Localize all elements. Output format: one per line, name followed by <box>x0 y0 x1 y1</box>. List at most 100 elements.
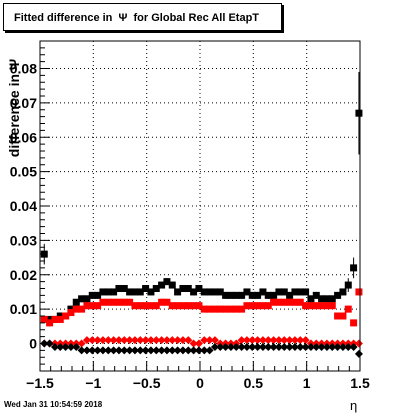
data-point-square <box>302 302 310 310</box>
data-point-square <box>200 288 208 296</box>
data-point-square <box>216 305 224 313</box>
data-point-diamond <box>301 342 310 351</box>
data-point-square <box>46 319 54 327</box>
x-tick-label: 1 <box>303 375 311 391</box>
data-point-diamond <box>248 336 257 345</box>
x-tick-label: −1 <box>85 375 101 391</box>
data-point-square <box>56 315 64 323</box>
data-point-diamond <box>354 349 363 358</box>
data-point-square <box>206 305 214 313</box>
data-point-square <box>254 291 262 299</box>
data-point-diamond <box>285 336 294 345</box>
data-point-square <box>243 288 251 296</box>
data-point-diamond <box>130 346 139 355</box>
data-point-diamond <box>77 339 86 348</box>
data-point-diamond <box>269 342 278 351</box>
data-point-diamond <box>210 336 219 345</box>
data-point-diamond <box>296 342 305 351</box>
data-point-square <box>40 315 48 323</box>
data-point-square <box>152 302 160 310</box>
data-point-square <box>72 298 80 306</box>
data-point-diamond <box>93 336 102 345</box>
data-point-diamond <box>333 342 342 351</box>
data-point-square <box>104 298 112 306</box>
data-point-square <box>190 302 198 310</box>
data-point-diamond <box>152 336 161 345</box>
data-point-diamond <box>130 336 139 345</box>
data-point-diamond <box>56 342 65 351</box>
data-point-diamond <box>242 336 251 345</box>
data-point-square <box>184 302 192 310</box>
data-point-square <box>264 291 272 299</box>
data-point-square <box>67 309 75 317</box>
data-point-diamond <box>162 346 171 355</box>
data-point-diamond <box>157 346 166 355</box>
y-tick-label: 0.05 <box>10 164 37 180</box>
data-point-square <box>275 288 283 296</box>
data-point-diamond <box>109 336 118 345</box>
data-point-square <box>200 305 208 313</box>
data-point-square <box>216 288 224 296</box>
data-point-square <box>72 305 80 313</box>
data-point-square <box>94 291 102 299</box>
data-point-square <box>83 302 91 310</box>
data-point-diamond <box>168 336 177 345</box>
data-point-square <box>350 264 358 272</box>
data-point-square <box>312 291 320 299</box>
data-point-diamond <box>109 346 118 355</box>
data-point-diamond <box>72 342 81 351</box>
data-point-diamond <box>98 346 107 355</box>
data-point-diamond <box>125 336 134 345</box>
data-point-square <box>78 295 86 303</box>
data-point-diamond <box>216 342 225 351</box>
data-point-diamond <box>200 346 209 355</box>
data-point-square <box>286 291 294 299</box>
data-point-square <box>110 288 118 296</box>
data-point-diamond <box>306 342 315 351</box>
title-box: Fitted difference in Ψ for Global Rec Al… <box>3 3 282 31</box>
data-point-square <box>168 281 176 289</box>
data-point-square <box>286 298 294 306</box>
data-point-square <box>179 302 187 310</box>
data-point-diamond <box>88 346 97 355</box>
data-point-diamond <box>301 336 310 345</box>
data-point-diamond <box>146 346 155 355</box>
data-point-square <box>328 295 336 303</box>
data-point-square <box>115 285 123 292</box>
data-point-diamond <box>98 336 107 345</box>
data-point-square <box>296 298 304 306</box>
data-point-diamond <box>344 342 353 351</box>
data-point-square <box>344 281 352 289</box>
data-point-diamond <box>173 346 182 355</box>
data-point-square <box>344 305 352 313</box>
data-point-square <box>99 288 107 296</box>
data-point-diamond <box>114 346 123 355</box>
y-tick-label: 0.06 <box>10 129 37 145</box>
y-tick-label: 0.03 <box>10 232 37 248</box>
x-tick-label: −1.5 <box>26 375 54 391</box>
data-point-square <box>323 302 331 310</box>
data-point-diamond <box>322 342 331 351</box>
data-point-square <box>51 315 59 323</box>
data-point-diamond <box>200 336 209 345</box>
data-point-diamond <box>285 342 294 351</box>
data-point-square <box>115 298 123 306</box>
data-point-diamond <box>258 342 267 351</box>
data-point-diamond <box>93 346 102 355</box>
data-point-diamond <box>317 342 326 351</box>
data-point-square <box>99 298 107 306</box>
data-point-square <box>302 288 310 296</box>
data-point-diamond <box>232 342 241 351</box>
data-point-square <box>222 305 230 313</box>
data-point-square <box>163 278 171 286</box>
y-tick-label: 0 <box>29 336 37 352</box>
data-point-square <box>184 285 192 292</box>
data-point-diamond <box>120 346 129 355</box>
data-point-diamond <box>290 342 299 351</box>
data-point-square <box>339 288 347 296</box>
x-tick-label: 1.5 <box>350 375 370 391</box>
data-point-square <box>88 302 96 310</box>
x-tick-label: −0.5 <box>133 375 161 391</box>
data-point-diamond <box>104 346 113 355</box>
data-point-diamond <box>120 336 129 345</box>
